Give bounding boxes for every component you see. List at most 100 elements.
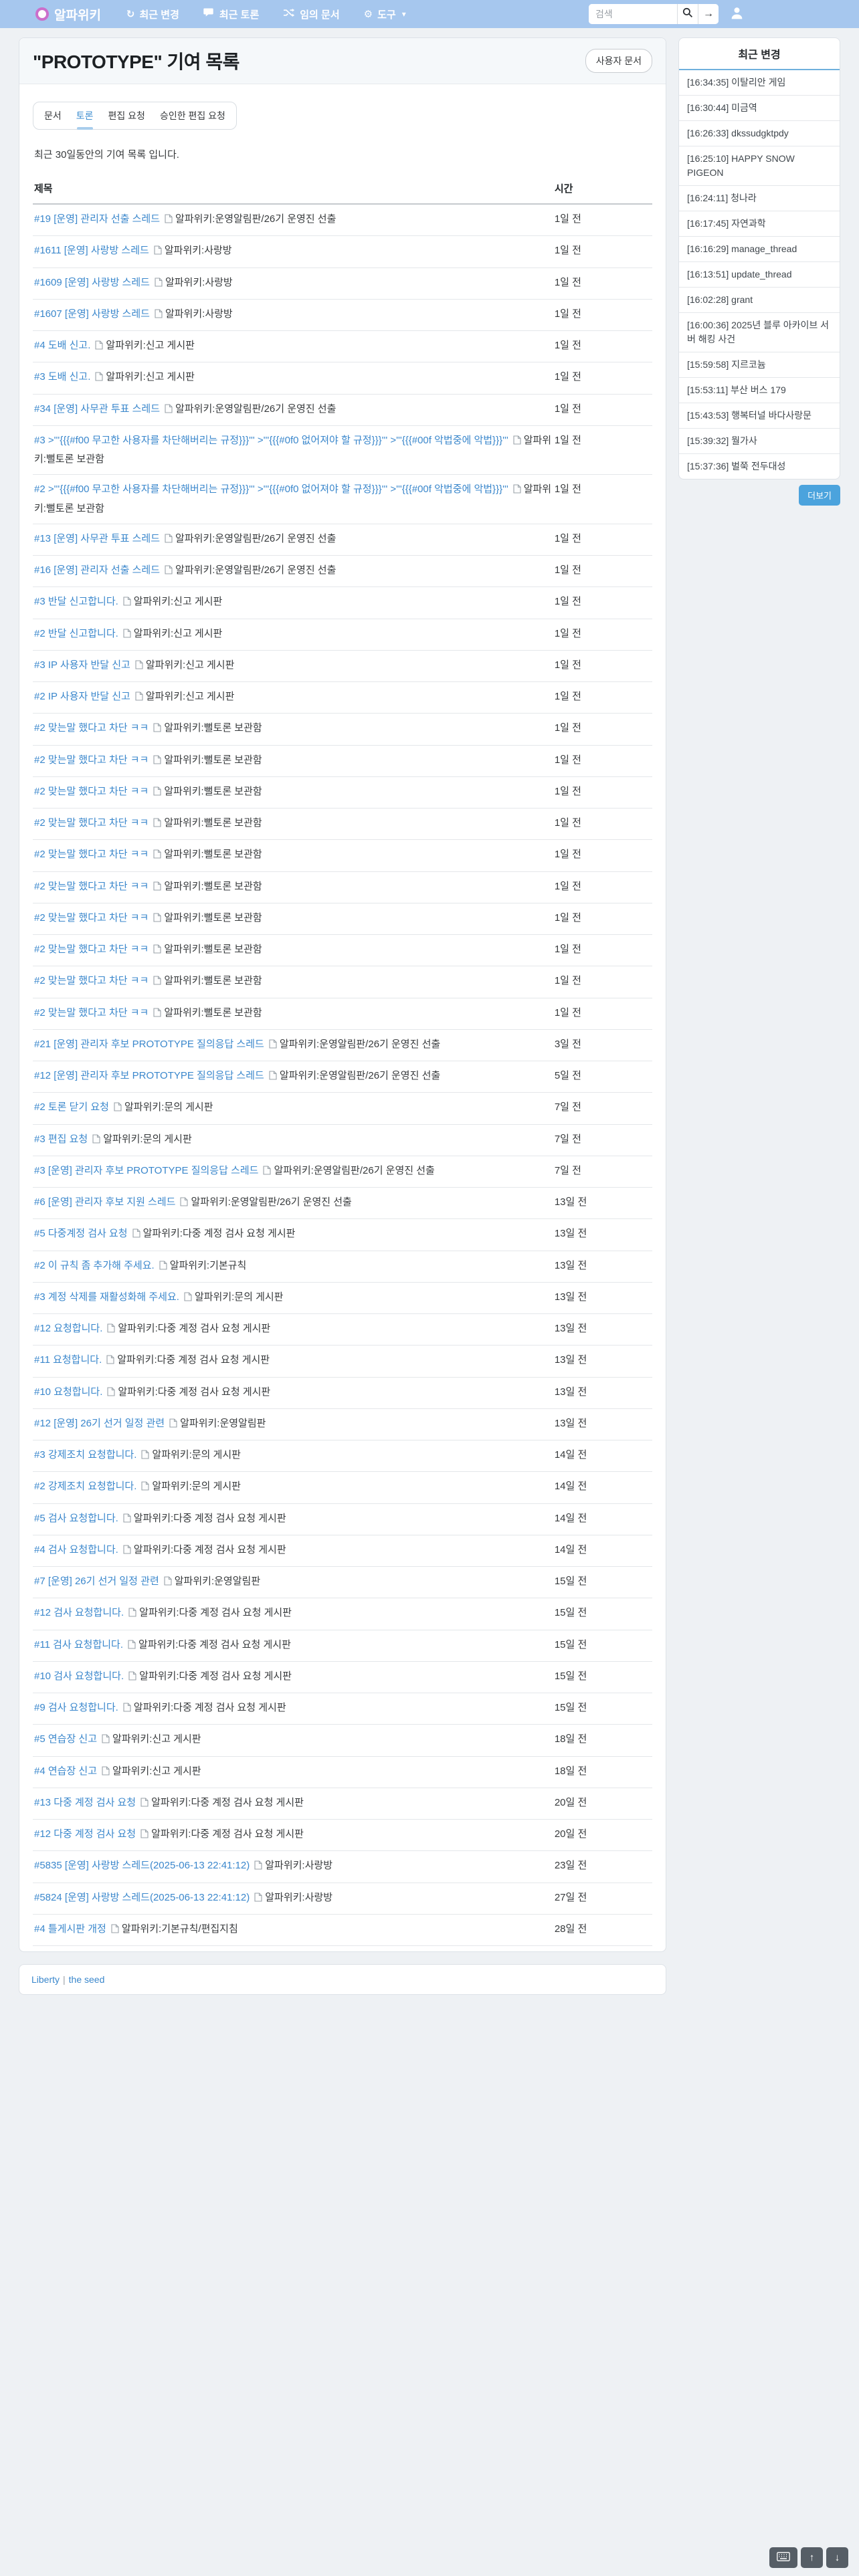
tab[interactable]: 문서 [44, 110, 62, 121]
scroll-to-bottom-button[interactable]: ↓ [826, 2547, 848, 2568]
thread-link[interactable]: #12 [운영] 관리자 후보 PROTOTYPE 질의응답 스레드 [34, 1070, 264, 1081]
more-button[interactable]: 더보기 [799, 485, 840, 506]
thread-link[interactable]: #9 검사 요청합니다. [34, 1702, 118, 1713]
document-link[interactable]: 알파위키:신고 게시판 [112, 1733, 201, 1745]
document-link[interactable]: 알파위키:다중 계정 검사 요청 게시판 [133, 1543, 286, 1555]
thread-link[interactable]: #2 이 규칙 좀 추가해 주세요. [34, 1259, 155, 1271]
search-button[interactable] [677, 4, 698, 24]
thread-link[interactable]: #2 맞는말 했다고 차단 ㅋㅋ [34, 1006, 149, 1018]
thread-link[interactable]: #10 요청합니다. [34, 1386, 103, 1398]
recent-change-item[interactable]: [16:26:33] dkssudgktpdy [679, 121, 840, 146]
thread-link[interactable]: #2 강제조치 요청합니다. [34, 1481, 137, 1493]
site-logo[interactable]: 알파위키 [35, 5, 101, 23]
thread-link[interactable]: #5835 [운영] 사랑방 스레드(2025-06-13 22:41:12) [34, 1860, 250, 1872]
document-link[interactable]: 알파위키:운영알림판 [180, 1417, 266, 1429]
document-link[interactable]: 알파위키:뻘토론 보관함 [164, 722, 262, 734]
thread-link[interactable]: #12 [운영] 26기 선거 일정 관련 [34, 1417, 165, 1429]
thread-link[interactable]: #7 [운영] 26기 선거 일정 관련 [34, 1576, 159, 1587]
thread-link[interactable]: #2 >'''{{{#f00 무고한 사용자를 차단해버리는 규정}}}''' … [34, 484, 508, 496]
thread-link[interactable]: #3 >'''{{{#f00 무고한 사용자를 차단해버리는 규정}}}''' … [34, 434, 508, 446]
document-link[interactable]: 알파위키:운영알림판/26기 운영진 선출 [279, 1070, 441, 1081]
thread-link[interactable]: #2 맞는말 했다고 차단 ㅋㅋ [34, 785, 149, 797]
thread-link[interactable]: #5 연습장 신고 [34, 1733, 98, 1745]
thread-link[interactable]: #2 맞는말 했다고 차단 ㅋㅋ [34, 944, 149, 955]
thread-link[interactable]: #5 다중계정 검사 요청 [34, 1228, 128, 1240]
thread-link[interactable]: #2 맞는말 했다고 차단 ㅋㅋ [34, 975, 149, 987]
go-button[interactable]: → [698, 4, 719, 24]
thread-link[interactable]: #1609 [운영] 사랑방 스레드 [34, 276, 150, 288]
thread-link[interactable]: #16 [운영] 관리자 선출 스레드 [34, 564, 161, 576]
change-doc-link[interactable]: 2025년 블루 아카이브 서버 해킹 사건 [687, 320, 830, 344]
document-link[interactable]: 알파위키:문의 게시판 [194, 1291, 284, 1303]
document-link[interactable]: 알파위키:다중 계정 검사 요청 게시판 [138, 1638, 291, 1650]
thread-link[interactable]: #5 검사 요청합니다. [34, 1512, 118, 1524]
document-link[interactable]: 알파위키:기본규칙 [169, 1259, 247, 1271]
change-doc-link[interactable]: 벌쭉 전두대성 [731, 461, 786, 471]
change-doc-link[interactable]: 청나라 [731, 193, 757, 203]
recent-change-item[interactable]: [15:43:53] 행복터널 바다사랑문 [679, 403, 840, 429]
change-doc-link[interactable]: 행복터널 바다사랑문 [731, 410, 812, 421]
navbar-item-recent-changes[interactable]: ↻ 최근 변경 [126, 7, 179, 21]
thread-link[interactable]: #2 맞는말 했다고 차단 ㅋㅋ [34, 849, 149, 861]
document-link[interactable]: 알파위키:뻘토론 보관함 [164, 817, 262, 829]
document-link[interactable]: 알파위키:뻘토론 보관함 [164, 754, 262, 766]
document-link[interactable]: 알파위키:문의 게시판 [152, 1449, 241, 1461]
document-link[interactable]: 알파위키:뻘토론 보관함 [164, 975, 262, 987]
thread-link[interactable]: #1611 [운영] 사랑방 스레드 [34, 245, 149, 257]
thread-link[interactable]: #3 강제조치 요청합니다. [34, 1449, 137, 1461]
document-link[interactable]: 알파위키:뻘토론 보관함 [164, 785, 262, 797]
thread-link[interactable]: #13 다중 계정 검사 요청 [34, 1796, 136, 1808]
document-link[interactable]: 알파위키:뻘토론 보관함 [164, 911, 262, 924]
document-link[interactable]: 알파위키:사랑방 [265, 1891, 333, 1903]
thread-link[interactable]: #21 [운영] 관리자 후보 PROTOTYPE 질의응답 스레드 [34, 1038, 264, 1050]
document-link[interactable]: 알파위키:신고 게시판 [133, 627, 223, 639]
document-link[interactable]: 알파위키:신고 게시판 [112, 1765, 201, 1777]
recent-change-item[interactable]: [16:25:10] HAPPY SNOW PIGEON [679, 146, 840, 186]
scroll-to-top-button[interactable]: ↑ [801, 2547, 823, 2568]
thread-link[interactable]: #3 [운영] 관리자 후보 PROTOTYPE 질의응답 스레드 [34, 1164, 259, 1176]
change-doc-link[interactable]: 부산 버스 179 [731, 385, 786, 395]
thread-link[interactable]: #3 반달 신고합니다. [34, 596, 118, 608]
keyboard-shortcuts-button[interactable] [769, 2547, 797, 2568]
recent-change-item[interactable]: [15:37:36] 벌쭉 전두대성 [679, 454, 840, 479]
document-link[interactable]: 알파위키:다중 계정 검사 요청 게시판 [151, 1796, 304, 1808]
thread-link[interactable]: #3 IP 사용자 반달 신고 [34, 659, 130, 671]
thread-link[interactable]: #12 다중 계정 검사 요청 [34, 1828, 136, 1840]
thread-link[interactable]: #2 맞는말 했다고 차단 ㅋㅋ [34, 817, 149, 829]
recent-change-item[interactable]: [16:00:36] 2025년 블루 아카이브 서버 해킹 사건 [679, 313, 840, 352]
thread-link[interactable]: #2 맞는말 했다고 차단 ㅋㅋ [34, 754, 149, 766]
document-link[interactable]: 알파위키:다중 계정 검사 요청 게시판 [133, 1702, 286, 1713]
document-link[interactable]: 알파위키:운영알림판/26기 운영진 선출 [175, 532, 337, 544]
document-link[interactable]: 알파위키:운영알림판 [174, 1576, 261, 1587]
user-doc-button[interactable]: 사용자 문서 [585, 49, 652, 73]
document-link[interactable]: 알파위키:뻘토론 보관함 [164, 849, 262, 861]
change-doc-link[interactable]: grant [731, 294, 753, 305]
document-link[interactable]: 알파위키:뻘토론 보관함 [164, 880, 262, 892]
document-link[interactable]: 알파위키:운영알림판/26기 운영진 선출 [175, 403, 337, 415]
search-input[interactable] [589, 4, 677, 24]
document-link[interactable]: 알파위키:다중 계정 검사 요청 게시판 [139, 1607, 292, 1619]
document-link[interactable]: 알파위키:신고 게시판 [133, 596, 223, 608]
tab[interactable]: 승인한 편집 요청 [159, 110, 225, 121]
thread-link[interactable]: #19 [운영] 관리자 선출 스레드 [34, 213, 161, 225]
navbar-item-random-document[interactable]: 임의 문서 [283, 7, 340, 21]
thread-link[interactable]: #12 검사 요청합니다. [34, 1607, 124, 1619]
document-link[interactable]: 알파위키:사랑방 [265, 1860, 333, 1872]
change-doc-link[interactable]: 자연과학 [731, 218, 766, 229]
document-link[interactable]: 알파위키:다중 계정 검사 요청 게시판 [117, 1354, 270, 1366]
thread-link[interactable]: #1607 [운영] 사랑방 스레드 [34, 308, 150, 320]
thread-link[interactable]: #4 틀게시판 개정 [34, 1923, 106, 1935]
document-link[interactable]: 알파위키:뻘토론 보관함 [164, 944, 262, 955]
recent-change-item[interactable]: [15:53:11] 부산 버스 179 [679, 378, 840, 403]
document-link[interactable]: 알파위키:문의 게시판 [103, 1133, 192, 1145]
thread-link[interactable]: #4 도배 신고. [34, 340, 91, 351]
thread-link[interactable]: #4 연습장 신고 [34, 1765, 98, 1777]
document-link[interactable]: 알파위키:다중 계정 검사 요청 게시판 [118, 1386, 271, 1398]
document-link[interactable]: 알파위키:기본규칙/편집지침 [121, 1923, 238, 1935]
thread-link[interactable]: #3 편집 요청 [34, 1133, 88, 1145]
recent-change-item[interactable]: [16:17:45] 자연과학 [679, 211, 840, 237]
change-doc-link[interactable]: 이탈리안 게임 [731, 77, 786, 88]
recent-change-item[interactable]: [16:24:11] 청나라 [679, 186, 840, 211]
thread-link[interactable]: #4 검사 요청합니다. [34, 1543, 118, 1555]
tab[interactable]: 편집 요청 [108, 110, 145, 121]
